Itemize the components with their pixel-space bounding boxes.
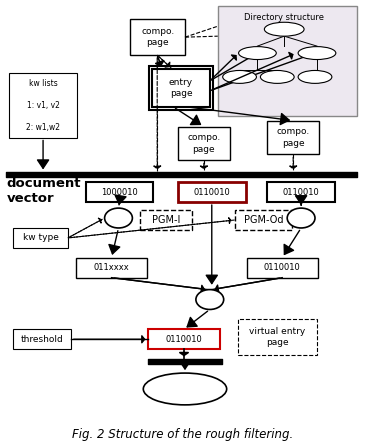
Text: Fig. 2 Structure of the rough filtering.: Fig. 2 Structure of the rough filtering. [72, 428, 294, 441]
Bar [267, 121, 319, 155]
Bar [247, 258, 318, 278]
Text: 0110010: 0110010 [264, 263, 300, 272]
Bar [238, 319, 317, 355]
Text: 0110010: 0110010 [193, 188, 230, 197]
Bar [13, 329, 71, 349]
Bar [9, 73, 77, 138]
Text: compo.
page: compo. page [187, 134, 220, 154]
Ellipse shape [298, 70, 332, 83]
Text: 1000010: 1000010 [101, 188, 138, 197]
Text: PGM-I: PGM-I [152, 215, 180, 225]
Bar [218, 6, 357, 116]
Text: document
vector: document vector [6, 177, 81, 205]
Bar [148, 329, 220, 349]
Ellipse shape [105, 208, 132, 228]
Text: compo.
page: compo. page [141, 27, 174, 47]
Bar [152, 69, 210, 107]
Text: 0110010: 0110010 [166, 335, 202, 344]
Bar [13, 228, 68, 248]
Text: threshold: threshold [21, 335, 63, 344]
Bar [178, 127, 229, 160]
Bar [130, 19, 185, 55]
Ellipse shape [260, 70, 294, 83]
Bar [149, 66, 213, 110]
Bar [178, 182, 246, 202]
Ellipse shape [287, 208, 315, 228]
Text: PGM-Od: PGM-Od [244, 215, 283, 225]
Bar [86, 182, 153, 202]
Ellipse shape [298, 47, 336, 60]
Text: 011xxxx: 011xxxx [94, 263, 130, 272]
Text: output: output [168, 384, 202, 394]
Bar [140, 210, 192, 230]
Text: kw type: kw type [23, 233, 59, 242]
Ellipse shape [223, 70, 257, 83]
Bar [267, 182, 335, 202]
Ellipse shape [239, 47, 276, 60]
Ellipse shape [264, 22, 304, 36]
Text: entry
page: entry page [169, 78, 193, 98]
Text: 0110010: 0110010 [283, 188, 320, 197]
Bar [235, 210, 292, 230]
Text: Directory structure: Directory structure [244, 13, 324, 22]
Bar [76, 258, 147, 278]
Text: virtual entry
page: virtual entry page [249, 327, 305, 347]
Ellipse shape [196, 289, 224, 310]
Ellipse shape [143, 373, 227, 405]
Text: kw lists

1: v1, v2

2: w1,w2: kw lists 1: v1, v2 2: w1,w2 [26, 78, 60, 132]
Text: compo.
page: compo. page [277, 128, 310, 147]
